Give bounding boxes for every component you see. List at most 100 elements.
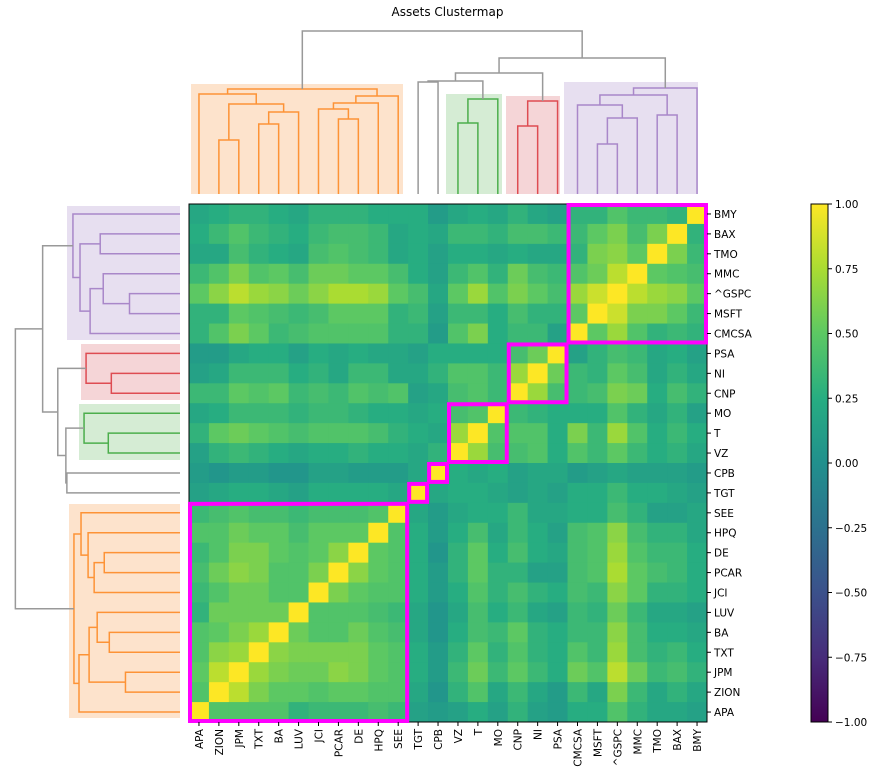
heatmap-cell: [667, 482, 688, 504]
heatmap-cell: [587, 522, 608, 544]
heatmap-cell: [607, 622, 628, 643]
heatmap-cell: [288, 223, 310, 245]
heatmap: [188, 203, 708, 723]
heatmap-cell: [208, 682, 230, 703]
colorbar-tick-label: 1.00: [835, 199, 858, 211]
heatmap-cell: [308, 542, 329, 564]
heatmap-cell: [368, 502, 389, 524]
heatmap-cell: [687, 622, 708, 643]
heatmap-cell: [567, 622, 588, 643]
heatmap-cell: [527, 343, 549, 364]
heatmap-cell: [428, 283, 449, 305]
dendrogram-link: [14, 328, 74, 610]
heatmap-cell: [667, 562, 688, 584]
heatmap-cell: [208, 502, 230, 524]
heatmap-cell: [687, 243, 708, 265]
heatmap-border: [188, 203, 708, 723]
heatmap-cell: [208, 602, 230, 623]
heatmap-cell: [428, 602, 449, 623]
heatmap-cell: [189, 443, 210, 464]
heatmap-cell: [467, 582, 489, 603]
heatmap-cell: [587, 383, 608, 404]
heatmap-cell: [288, 542, 310, 564]
heatmap-cell: [467, 622, 489, 643]
row-label: MSFT: [714, 309, 743, 321]
heatmap-cell: [567, 642, 588, 663]
heatmap-cell: [627, 622, 648, 643]
heatmap-cell: [567, 662, 588, 683]
heatmap-cell: [288, 283, 310, 305]
heatmap-cell: [368, 223, 389, 245]
heatmap-cell: [208, 642, 230, 663]
heatmap-cell: [487, 403, 509, 424]
heatmap-cell: [208, 363, 230, 384]
heatmap-cell: [348, 622, 369, 643]
heatmap-cell: [467, 243, 489, 265]
heatmap-cell: [467, 602, 489, 623]
heatmap-cell: [328, 243, 349, 265]
cluster-box: [566, 203, 708, 345]
heatmap-cell: [587, 463, 608, 484]
heatmap-cell: [408, 602, 429, 623]
heatmap-cell: [567, 702, 588, 723]
heatmap-cell: [348, 423, 369, 444]
heatmap-cell: [448, 482, 469, 504]
heatmap-cell: [627, 363, 648, 384]
heatmap-cell: [368, 383, 389, 404]
heatmap-cell: [587, 622, 608, 643]
heatmap-cell: [607, 582, 628, 603]
heatmap-cell: [667, 502, 688, 524]
heatmap-cell: [647, 303, 668, 325]
heatmap-cell: [308, 522, 329, 544]
heatmap-cell: [547, 223, 569, 245]
column-label: ^GSPC: [612, 729, 624, 766]
heatmap-cell: [368, 662, 389, 683]
colorbar-tick-label: 0.75: [835, 264, 858, 276]
heatmap-cell: [248, 482, 270, 504]
heatmap-cell: [527, 243, 549, 265]
heatmap-cell: [408, 223, 429, 245]
heatmap-cell: [408, 642, 429, 663]
row-label: CNP: [714, 388, 736, 400]
heatmap-cell: [328, 323, 349, 344]
heatmap-cell: [527, 482, 549, 504]
heatmap-cell: [268, 602, 290, 623]
heatmap-cell: [208, 482, 230, 504]
heatmap-cell: [607, 283, 628, 305]
heatmap-cell: [428, 622, 449, 643]
heatmap-cell: [547, 642, 569, 663]
heatmap-cell: [687, 383, 708, 404]
heatmap-cell: [288, 463, 310, 484]
heatmap-cell: [487, 223, 509, 245]
heatmap-cell: [567, 243, 588, 265]
column-label: JCI: [314, 729, 326, 744]
heatmap-cell: [328, 482, 349, 504]
heatmap-cell: [388, 204, 409, 225]
heatmap-cell: [368, 582, 389, 603]
heatmap-cell: [388, 323, 409, 344]
heatmap-cell: [527, 502, 549, 524]
heatmap-cell: [228, 243, 250, 265]
heatmap-cell: [288, 363, 310, 384]
heatmap-cell: [527, 702, 549, 723]
heatmap-cell: [428, 243, 449, 265]
heatmap-cell: [667, 582, 688, 603]
heatmap-cell: [228, 223, 250, 245]
heatmap-cell: [348, 303, 369, 325]
heatmap-cell: [687, 403, 708, 424]
cluster-background: [79, 404, 180, 460]
heatmap-cell: [189, 542, 210, 564]
heatmap-cell: [248, 383, 270, 404]
heatmap-cell: [228, 204, 250, 225]
heatmap-cell: [348, 682, 369, 703]
heatmap-cell: [627, 662, 648, 683]
heatmap-cell: [368, 642, 389, 663]
heatmap-cell: [547, 562, 569, 584]
heatmap-cell: [547, 363, 569, 384]
heatmap-cell: [567, 303, 588, 325]
heatmap-cell: [348, 662, 369, 683]
heatmap-cell: [189, 502, 210, 524]
column-label: PSA: [553, 728, 565, 749]
heatmap-cell: [627, 602, 648, 623]
heatmap-cell: [308, 642, 329, 663]
